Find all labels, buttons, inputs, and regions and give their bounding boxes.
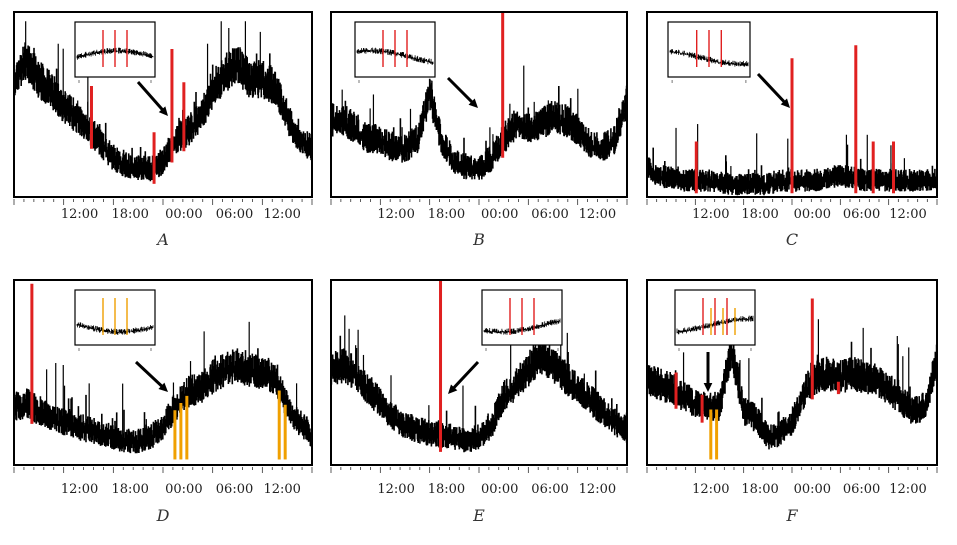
x-tick-label: 12:00 <box>579 207 616 222</box>
arrow-head <box>468 98 478 108</box>
panel-label: E <box>472 506 485 525</box>
x-tick-label: 00:00 <box>481 207 518 222</box>
x-tick-label: 06:00 <box>843 207 880 222</box>
x-tick-label: 12:00 <box>692 207 729 222</box>
x-tick-label: 00:00 <box>165 207 202 222</box>
x-tick-label: 12:00 <box>61 482 98 497</box>
arrow-line <box>136 81 166 113</box>
plot-frame <box>330 279 628 466</box>
x-tick-label: 06:00 <box>531 207 568 222</box>
x-tick-label: 00:00 <box>165 482 202 497</box>
plot-frame <box>13 11 313 198</box>
arrow-line <box>451 360 480 391</box>
x-tick-label: 12:00 <box>263 207 300 222</box>
x-tick-label: 18:00 <box>111 207 148 222</box>
x-tick-label: 18:00 <box>428 482 465 497</box>
x-tick-label: 12:00 <box>889 207 926 222</box>
x-tick-label: 06:00 <box>216 207 253 222</box>
x-tick-label: 12:00 <box>61 207 98 222</box>
plot-frame <box>13 279 313 466</box>
plot-frame <box>646 11 938 198</box>
x-tick-label: 12:00 <box>377 482 414 497</box>
arrow-head <box>448 384 458 394</box>
x-tick-label: 06:00 <box>216 482 253 497</box>
x-tick-label: 12:00 <box>692 482 729 497</box>
plot-frame <box>330 11 628 198</box>
arrow-line <box>134 360 165 389</box>
panel-label: F <box>785 506 798 525</box>
arrow-head <box>158 382 168 392</box>
x-tick-label: 12:00 <box>377 207 414 222</box>
panel-label: A <box>155 230 169 249</box>
x-tick-label: 18:00 <box>741 207 778 222</box>
x-tick-label: 18:00 <box>428 207 465 222</box>
arrow-line <box>446 76 475 105</box>
x-tick-label: 06:00 <box>843 482 880 497</box>
x-tick-label: 12:00 <box>889 482 926 497</box>
x-tick-label: 18:00 <box>741 482 778 497</box>
arrow-line <box>756 72 787 105</box>
x-tick-label: 12:00 <box>263 482 300 497</box>
panel-label: D <box>156 506 170 525</box>
panel-label: B <box>472 230 485 249</box>
arrow-head <box>703 382 713 392</box>
x-tick-label: 00:00 <box>481 482 518 497</box>
panel-label: C <box>786 230 798 249</box>
arrow-head <box>158 106 168 116</box>
signal-trace <box>646 336 938 450</box>
x-tick-label: 12:00 <box>579 482 616 497</box>
x-tick-label: 06:00 <box>531 482 568 497</box>
x-tick-label: 00:00 <box>794 482 831 497</box>
arrow-head <box>780 98 790 108</box>
plot-frame <box>646 279 938 466</box>
x-tick-label: 00:00 <box>794 207 831 222</box>
x-tick-label: 18:00 <box>111 482 148 497</box>
